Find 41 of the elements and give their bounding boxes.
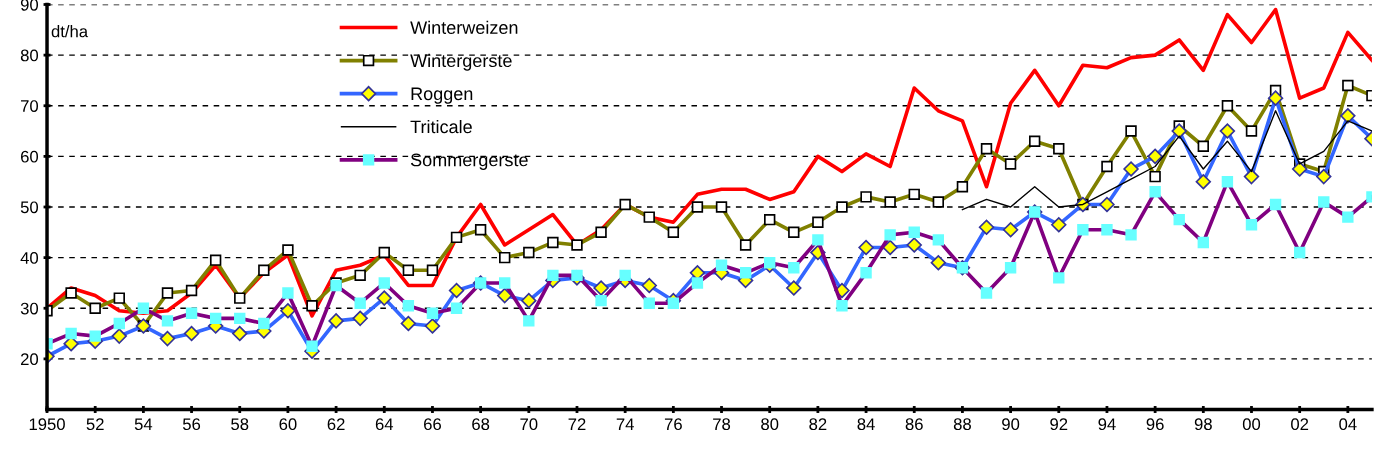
- x-tick-label: 66: [424, 418, 441, 431]
- x-tick-label: 62: [327, 418, 345, 431]
- legend-label: Wintergerste: [410, 53, 512, 71]
- legend-label: Roggen: [411, 87, 473, 104]
- x-tick-label: 88: [953, 418, 971, 431]
- x-tick-label: 68: [472, 418, 490, 431]
- y-tick-label: 80: [20, 49, 39, 62]
- x-tick-label: 60: [279, 418, 297, 431]
- legend-label: Sommergerste: [410, 153, 528, 170]
- x-tick-label: 98: [1194, 418, 1212, 431]
- x-tick-label: 70: [520, 418, 538, 431]
- y-tick-label: 50: [20, 201, 39, 214]
- x-tick-label: 56: [182, 418, 201, 431]
- x-tick-label: 04: [1339, 418, 1357, 431]
- x-tick-label: 94: [1098, 418, 1116, 431]
- x-tick-label: 64: [375, 418, 394, 431]
- x-tick-label: 1950: [29, 418, 65, 431]
- x-tick-label: 92: [1050, 418, 1068, 431]
- x-tick-label: 02: [1291, 418, 1309, 431]
- x-tick-label: 72: [568, 418, 586, 430]
- x-tick-label: 84: [857, 418, 875, 431]
- x-tick-label: 86: [905, 418, 923, 431]
- y-tick-label: 70: [21, 100, 39, 112]
- y-tick-label: 20: [20, 353, 39, 366]
- x-tick-label: 80: [761, 418, 779, 431]
- x-tick-label: 82: [809, 418, 827, 431]
- x-tick-label: 90: [1002, 418, 1020, 431]
- x-tick-label: 96: [1146, 418, 1164, 431]
- x-tick-label: 78: [713, 418, 731, 431]
- x-tick-label: 52: [86, 418, 104, 431]
- x-tick-label: 58: [231, 418, 249, 431]
- x-tick-label: 76: [664, 418, 682, 431]
- legend-label: Winterweizen: [410, 20, 518, 35]
- legend-label: Triticale: [410, 119, 472, 134]
- x-tick-label: 54: [134, 418, 153, 431]
- x-tick-label: 74: [616, 418, 634, 430]
- y-tick-label: 30: [20, 302, 39, 315]
- x-tick-label: 00: [1242, 418, 1261, 431]
- y-tick-label: 40: [20, 252, 39, 264]
- y-axis-title: dt/ha: [51, 25, 89, 38]
- y-tick-label: 60: [21, 150, 39, 163]
